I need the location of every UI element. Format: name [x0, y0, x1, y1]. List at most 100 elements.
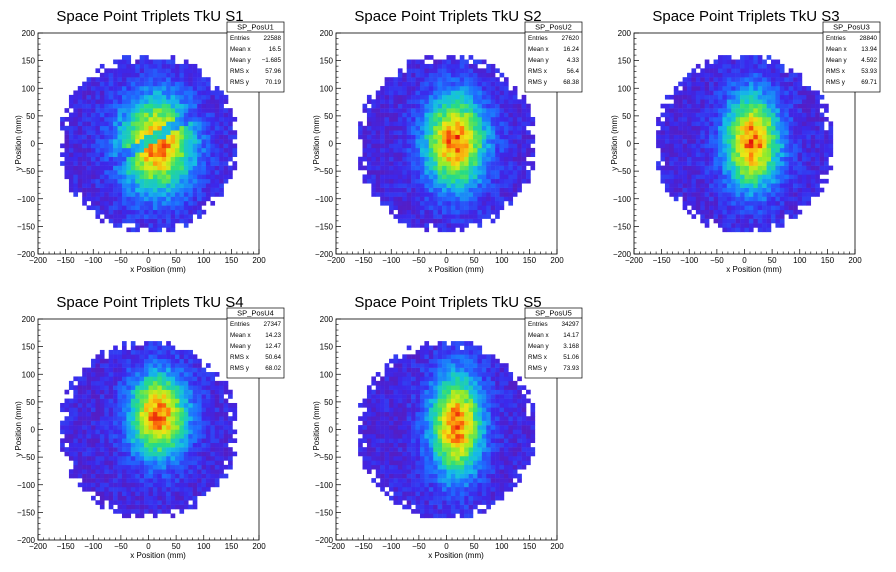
heatmap-cell	[393, 139, 399, 144]
heatmap-cell	[406, 59, 412, 65]
heatmap-cell	[144, 385, 149, 390]
heatmap-cell	[126, 416, 132, 421]
heatmap-cell	[366, 174, 372, 180]
heatmap-cell	[828, 139, 834, 144]
heatmap-cell	[762, 72, 767, 78]
heatmap-cell	[446, 130, 452, 135]
heatmap-cell	[121, 183, 127, 188]
heatmap-cell	[669, 152, 675, 158]
heatmap-cell	[397, 103, 403, 109]
heatmap-cell	[201, 192, 207, 197]
heatmap-cell	[402, 112, 407, 118]
heatmap-cell	[695, 205, 701, 211]
heatmap-cell	[735, 227, 741, 233]
heatmap-cell	[108, 367, 114, 373]
heatmap-cell	[717, 130, 723, 135]
heatmap-cell	[214, 139, 220, 144]
heatmap-cell	[824, 161, 829, 166]
heatmap-cell	[121, 99, 127, 104]
heatmap-cell	[366, 147, 372, 153]
heatmap-cell	[801, 108, 807, 113]
histogram-panel-s1: Space Point Triplets TkU S1 −200 −150 −100…	[0, 0, 298, 286]
heatmap-cell	[678, 152, 683, 158]
heatmap-cell	[744, 196, 750, 202]
heatmap-cell	[179, 196, 185, 202]
y-tick-label: 100	[320, 84, 334, 93]
heatmap-cell	[687, 196, 692, 202]
heatmap-cell	[139, 72, 145, 78]
heatmap-cell	[437, 108, 443, 113]
heatmap-cell	[503, 86, 509, 91]
heatmap-cell	[411, 94, 416, 100]
x-tick-label: −100	[84, 256, 103, 265]
heatmap-cell	[144, 509, 149, 514]
heatmap-cell	[375, 112, 381, 118]
heatmap-cell	[144, 407, 149, 413]
heatmap-cell	[86, 469, 92, 474]
heatmap-cell	[362, 134, 368, 140]
heatmap-cell	[757, 86, 763, 91]
heatmap-cell	[223, 165, 229, 171]
heatmap-cell	[104, 491, 109, 497]
heatmap-cell	[170, 223, 176, 228]
heatmap-cell	[508, 170, 514, 175]
heatmap-cell	[91, 482, 96, 488]
heatmap-cell	[104, 402, 109, 408]
x-tick-label: −200	[29, 256, 48, 265]
heatmap-cell	[678, 170, 683, 175]
heatmap-cell	[517, 147, 522, 153]
heatmap-cell	[121, 196, 127, 202]
heatmap-cell	[139, 214, 145, 219]
heatmap-cell	[113, 90, 118, 96]
heatmap-cell	[157, 72, 163, 78]
heatmap-cell	[179, 178, 185, 184]
heatmap-cell	[442, 77, 447, 82]
heatmap-cell	[490, 187, 496, 193]
heatmap-cell	[397, 183, 403, 188]
heatmap-cell	[175, 108, 180, 113]
heatmap-cell	[95, 196, 101, 202]
heatmap-cell	[673, 108, 679, 113]
heatmap-cell	[411, 112, 416, 118]
heatmap-cell	[713, 134, 719, 140]
heatmap-cell	[104, 183, 109, 188]
heatmap-cell	[687, 77, 692, 82]
heatmap-cell	[135, 469, 140, 474]
heatmap-cell	[130, 491, 136, 497]
heatmap-cell	[450, 205, 456, 211]
heatmap-cell	[205, 90, 211, 96]
heatmap-cell	[152, 491, 158, 497]
heatmap-cell	[810, 165, 816, 171]
heatmap-cell	[161, 116, 167, 122]
heatmap-cell	[77, 125, 83, 131]
heatmap-cell	[486, 90, 491, 96]
heatmap-cell	[450, 125, 456, 131]
heatmap-cell	[442, 223, 447, 228]
heatmap-cell	[126, 161, 132, 166]
heatmap-cell	[175, 94, 180, 100]
heatmap-cell	[490, 99, 496, 104]
heatmap-cell	[130, 174, 136, 180]
heatmap-cell	[126, 165, 132, 171]
heatmap-cell	[495, 68, 500, 74]
heatmap-cell	[157, 99, 163, 104]
heatmap-cell	[740, 134, 745, 140]
heatmap-cell	[157, 183, 163, 188]
heatmap-cell	[757, 125, 763, 131]
heatmap-cell	[130, 108, 136, 113]
heatmap-cell	[722, 174, 728, 180]
heatmap-cell	[223, 152, 229, 158]
heatmap-cell	[201, 77, 207, 82]
heatmap-cell	[161, 345, 167, 351]
heatmap-cell	[481, 156, 487, 162]
heatmap-cell	[113, 187, 118, 193]
heatmap-cell	[793, 196, 798, 202]
heatmap-cell	[446, 90, 452, 96]
heatmap-cell	[113, 223, 118, 228]
heatmap-cell	[126, 372, 132, 377]
heatmap-cell	[157, 209, 163, 215]
heatmap-cell	[735, 63, 741, 69]
heatmap-cell	[740, 192, 745, 197]
heatmap-cell	[415, 156, 421, 162]
heatmap-cell	[490, 134, 496, 140]
